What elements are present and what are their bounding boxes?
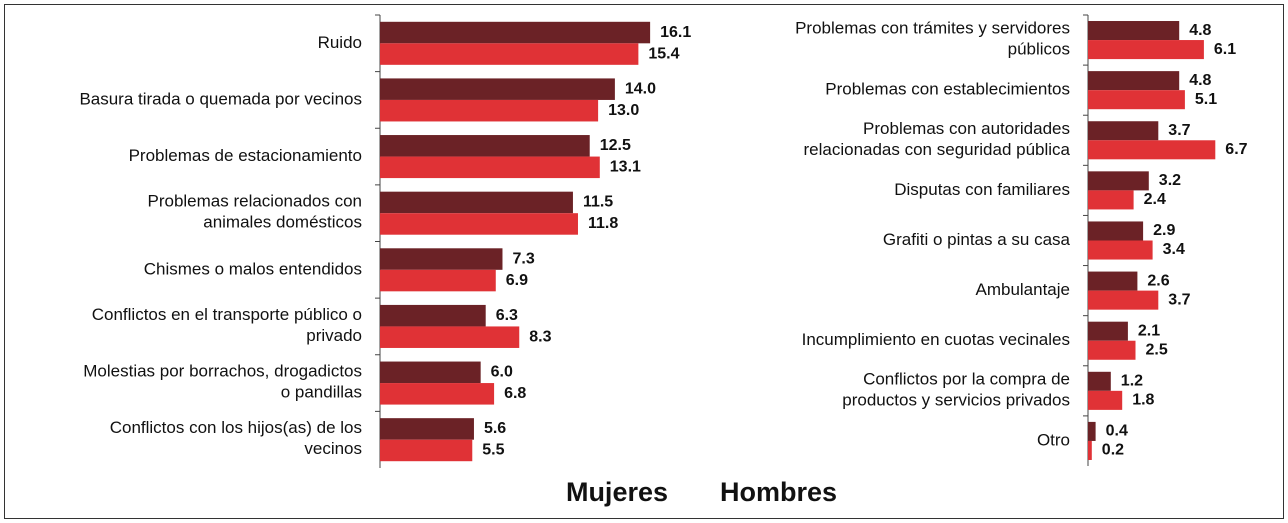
bar <box>1088 221 1144 241</box>
value-label: 6.3 <box>496 307 518 324</box>
category-label: Conflictos en el transporte público o pri… <box>92 305 362 345</box>
bar <box>1088 240 1153 260</box>
category-label: Disputas con familiares <box>894 180 1070 199</box>
bar <box>1088 140 1216 160</box>
category-label: Otro <box>1037 430 1070 449</box>
value-label: 15.4 <box>648 45 679 62</box>
legend-label: Mujeres <box>566 477 668 507</box>
category-label: Conflictos por la compra de productos y s… <box>842 370 1070 410</box>
value-label: 6.1 <box>1214 41 1236 58</box>
value-label: 6.9 <box>506 272 528 289</box>
bar <box>380 156 600 179</box>
bar <box>1088 290 1159 310</box>
value-label: 16.1 <box>660 24 691 41</box>
value-label: 2.5 <box>1146 341 1168 358</box>
category-label: Ambulantaje <box>975 280 1070 299</box>
value-label: 0.4 <box>1106 423 1128 440</box>
bar <box>380 418 474 440</box>
value-label: 3.7 <box>1168 291 1190 308</box>
bar <box>380 43 639 65</box>
bar <box>380 135 590 157</box>
value-label: 6.7 <box>1225 141 1247 158</box>
bar <box>1088 121 1159 141</box>
bar <box>1088 440 1092 460</box>
bar <box>380 21 651 44</box>
value-label: 8.3 <box>529 328 551 345</box>
value-label: 5.6 <box>484 420 506 437</box>
category-label: Problemas con autoridades relacionadas co… <box>803 119 1070 159</box>
value-label: 4.8 <box>1189 72 1211 89</box>
value-label: 11.5 <box>583 194 613 211</box>
bar <box>1088 271 1138 291</box>
value-label: 1.8 <box>1132 392 1154 409</box>
bar <box>380 439 473 462</box>
category-label: Chismes o malos entendidos <box>144 259 362 278</box>
category-label: Ruido <box>318 33 362 52</box>
bar <box>380 304 486 327</box>
bar <box>1088 340 1136 360</box>
value-label: 1.2 <box>1121 373 1143 390</box>
frame <box>4 4 1284 519</box>
category-label: Problemas relacionados con animales domés… <box>147 192 362 232</box>
category-label: Problemas con trámites y servidores públi… <box>795 19 1070 59</box>
bar <box>380 99 599 122</box>
category-label: Conflictos con los hijos(as) de los vecin… <box>110 419 362 459</box>
bar <box>380 78 615 100</box>
bar <box>380 383 495 405</box>
value-label: 2.9 <box>1153 222 1175 239</box>
value-label: 2.6 <box>1147 272 1169 289</box>
category-label: Problemas de estacionamiento <box>129 146 362 165</box>
value-label: 7.3 <box>512 250 534 267</box>
legend-label: Hombres <box>720 477 837 507</box>
category-label: Incumplimiento en cuotas vecinales <box>802 330 1070 349</box>
value-label: 3.2 <box>1159 172 1181 189</box>
value-label: 3.4 <box>1163 241 1185 258</box>
bar <box>1088 190 1134 210</box>
value-label: 13.1 <box>610 159 641 176</box>
bar <box>1088 390 1123 410</box>
bar <box>380 269 496 292</box>
category-label: Problemas con establecimientos <box>825 80 1070 99</box>
value-label: 3.7 <box>1168 122 1190 139</box>
bar <box>380 191 573 214</box>
value-label: 5.1 <box>1195 91 1217 108</box>
bar <box>380 326 520 348</box>
value-label: 6.8 <box>504 385 526 402</box>
value-label: 4.8 <box>1189 22 1211 39</box>
value-label: 12.5 <box>600 137 631 154</box>
bar <box>1088 71 1180 91</box>
bar <box>380 213 578 235</box>
bar <box>380 248 503 270</box>
value-label: 0.2 <box>1102 442 1124 459</box>
bar <box>380 361 481 384</box>
value-label: 6.0 <box>491 364 513 381</box>
category-label: Grafiti o pintas a su casa <box>883 230 1071 249</box>
value-label: 14.0 <box>625 80 656 97</box>
bar <box>1088 40 1204 60</box>
bar <box>1088 321 1128 341</box>
bar <box>1088 21 1180 41</box>
value-label: 11.8 <box>588 215 618 232</box>
category-label: Molestias por borrachos, drogadictos o pa… <box>83 362 362 402</box>
value-label: 5.5 <box>482 442 504 459</box>
value-label: 13.0 <box>608 102 639 119</box>
bar <box>1088 421 1096 441</box>
bar <box>1088 371 1111 391</box>
bar <box>1088 90 1185 110</box>
value-label: 2.4 <box>1144 191 1166 208</box>
category-label: Basura tirada o quemada por vecinos <box>79 89 362 108</box>
bar <box>1088 171 1149 191</box>
value-label: 2.1 <box>1138 322 1160 339</box>
